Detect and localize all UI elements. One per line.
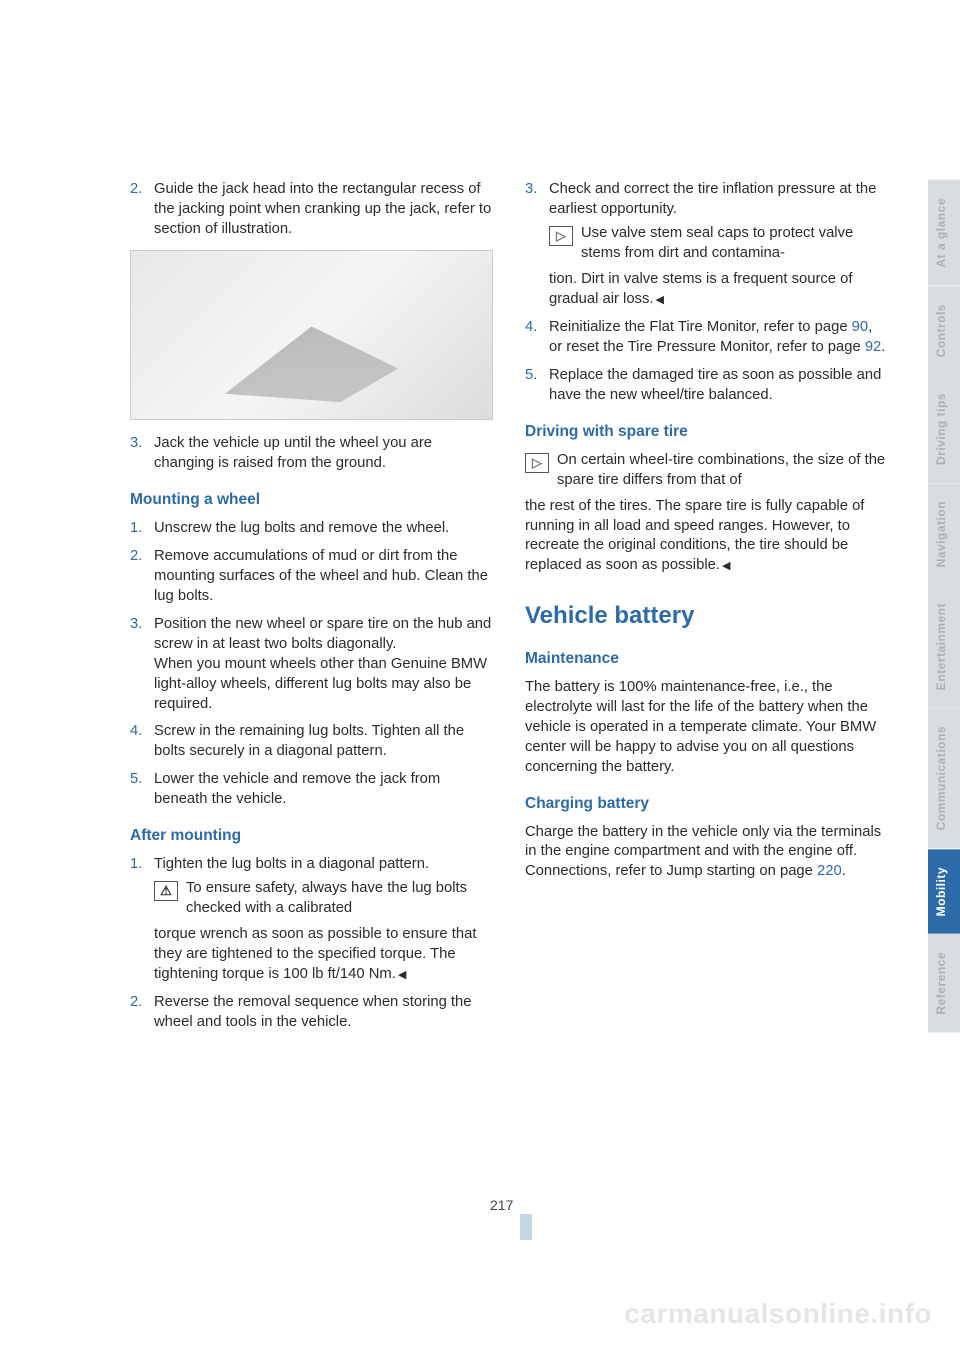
- content-area: 2. Guide the jack head into the rectangu…: [0, 0, 928, 1358]
- warning-icon: [154, 881, 178, 901]
- note-box: Use valve stem seal caps to protect valv…: [549, 224, 888, 264]
- page-number-marker: [520, 1214, 532, 1240]
- warning-rest: torque wrench as soon as possible to ens…: [154, 926, 476, 982]
- section-tabs: At a glanceControlsDriving tipsNavigatio…: [928, 0, 960, 1358]
- left-column: 2. Guide the jack head into the rectangu…: [130, 180, 493, 1318]
- heading-after-mounting: After mounting: [130, 826, 493, 847]
- heading-charging: Charging battery: [525, 794, 888, 815]
- heading-vehicle-battery: Vehicle battery: [525, 600, 888, 632]
- tab-mobility[interactable]: Mobility: [928, 849, 960, 934]
- charging-body: Charge the battery in the vehicle only v…: [525, 823, 888, 883]
- list-item: 4. Screw in the remaining lug bolts. Tig…: [130, 722, 493, 762]
- step-text: Replace the damaged tire as soon as poss…: [549, 366, 888, 406]
- note-icon: [549, 226, 573, 246]
- step-number: 4.: [525, 318, 549, 358]
- step-text: Lower the vehicle and remove the jack fr…: [154, 770, 493, 810]
- heading-spare-tire: Driving with spare tire: [525, 422, 888, 443]
- tab-driving-tips[interactable]: Driving tips: [928, 375, 960, 483]
- step-text: Tighten the lug bolts in a diagonal patt…: [154, 856, 429, 872]
- right-column: 3. Check and correct the tire inflation …: [525, 180, 888, 1318]
- note-rest: the rest of the tires. The spare tire is…: [525, 497, 888, 577]
- after-steps: 1. Tighten the lug bolts in a diagonal p…: [130, 855, 493, 1033]
- tab-controls[interactable]: Controls: [928, 286, 960, 375]
- page: 2. Guide the jack head into the rectangu…: [0, 0, 960, 1358]
- step-number: 2.: [130, 993, 154, 1033]
- page-link[interactable]: 92: [865, 339, 881, 355]
- jack-illustration: [130, 250, 493, 420]
- tab-navigation[interactable]: Navigation: [928, 483, 960, 585]
- tab-communications[interactable]: Communications: [928, 708, 960, 848]
- list-item: 1. Tighten the lug bolts in a diagonal p…: [130, 855, 493, 985]
- text-fragment: Reinitialize the Flat Tire Monitor, refe…: [549, 319, 852, 335]
- list-item: 5. Replace the damaged tire as soon as p…: [525, 366, 888, 406]
- step-text: Jack the vehicle up until the wheel you …: [154, 434, 493, 474]
- tab-entertainment[interactable]: Entertainment: [928, 585, 960, 708]
- page-link[interactable]: 90: [852, 319, 868, 335]
- list-item: 3. Jack the vehicle up until the wheel y…: [130, 434, 493, 474]
- list-item: 3. Position the new wheel or spare tire …: [130, 615, 493, 715]
- step-number: 5.: [525, 366, 549, 406]
- step-body: Check and correct the tire inflation pre…: [549, 180, 888, 310]
- step-text: Check and correct the tire inflation pre…: [549, 181, 876, 217]
- mounting-steps: 1. Unscrew the lug bolts and remove the …: [130, 519, 493, 811]
- jack-steps-cont: 2. Guide the jack head into the rectangu…: [130, 180, 493, 240]
- step-text: Position the new wheel or spare tire on …: [154, 615, 493, 715]
- step-number: 3.: [130, 434, 154, 474]
- heading-maintenance: Maintenance: [525, 649, 888, 670]
- note-box: On certain wheel-tire combinations, the …: [525, 451, 888, 491]
- warning-lead: To ensure safety, always have the lug bo…: [186, 879, 493, 919]
- note-lead: On certain wheel-tire combinations, the …: [557, 451, 888, 491]
- note-lead: Use valve stem seal caps to protect valv…: [581, 224, 888, 264]
- list-item: 2. Reverse the removal sequence when sto…: [130, 993, 493, 1033]
- warning-box: To ensure safety, always have the lug bo…: [154, 879, 493, 919]
- step-text-a: Position the new wheel or spare tire on …: [154, 616, 491, 652]
- step-number: 4.: [130, 722, 154, 762]
- step-text: Remove accumulations of mud or dirt from…: [154, 547, 493, 607]
- note-icon: [525, 453, 549, 473]
- right-steps: 3. Check and correct the tire inflation …: [525, 180, 888, 406]
- step-text: Reverse the removal sequence when storin…: [154, 993, 493, 1033]
- step-number: 2.: [130, 180, 154, 240]
- step-text: Reinitialize the Flat Tire Monitor, refe…: [549, 318, 888, 358]
- step-number: 1.: [130, 519, 154, 539]
- list-item: 1. Unscrew the lug bolts and remove the …: [130, 519, 493, 539]
- step-body: Tighten the lug bolts in a diagonal patt…: [154, 855, 493, 985]
- tab-reference[interactable]: Reference: [928, 934, 960, 1033]
- page-number: 217: [490, 1197, 513, 1213]
- list-item: 5. Lower the vehicle and remove the jack…: [130, 770, 493, 810]
- step-number: 2.: [130, 547, 154, 607]
- list-item: 3. Check and correct the tire inflation …: [525, 180, 888, 310]
- step-number: 1.: [130, 855, 154, 985]
- step-text-b: When you mount wheels other than Genuine…: [154, 656, 487, 712]
- step-text: Guide the jack head into the rectangular…: [154, 180, 493, 240]
- jack-steps-cont2: 3. Jack the vehicle up until the wheel y…: [130, 434, 493, 474]
- list-item: 2. Guide the jack head into the rectangu…: [130, 180, 493, 240]
- tab-at-a-glance[interactable]: At a glance: [928, 180, 960, 286]
- note-rest: tion. Dirt in valve stems is a frequent …: [549, 271, 852, 307]
- step-number: 3.: [130, 615, 154, 715]
- list-item: 4. Reinitialize the Flat Tire Monitor, r…: [525, 318, 888, 358]
- watermark: carmanualsonline.info: [624, 1298, 932, 1330]
- list-item: 2. Remove accumulations of mud or dirt f…: [130, 547, 493, 607]
- step-text: Unscrew the lug bolts and remove the whe…: [154, 519, 493, 539]
- step-number: 5.: [130, 770, 154, 810]
- heading-mounting: Mounting a wheel: [130, 490, 493, 511]
- text-fragment: .: [842, 863, 846, 879]
- maintenance-body: The battery is 100% maintenance-free, i.…: [525, 678, 888, 778]
- text-fragment: .: [881, 339, 885, 355]
- step-number: 3.: [525, 180, 549, 310]
- step-text: Screw in the remaining lug bolts. Tighte…: [154, 722, 493, 762]
- page-link[interactable]: 220: [817, 863, 842, 879]
